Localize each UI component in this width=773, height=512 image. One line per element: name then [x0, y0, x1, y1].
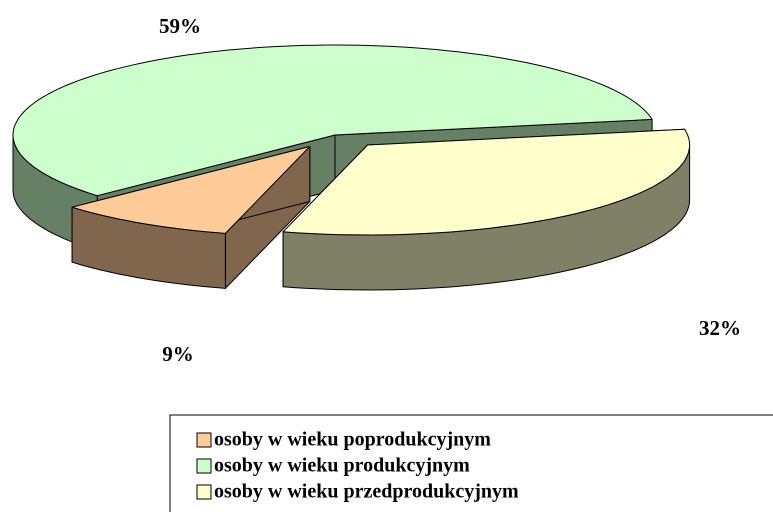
legend-label: osoby w wieku przedprodukcyjnym [214, 481, 519, 503]
slice-top [282, 128, 691, 236]
legend-box [169, 414, 773, 512]
data-label: 32% [699, 316, 741, 340]
legend-swatch [196, 458, 212, 474]
slice [282, 128, 691, 291]
slice-top [71, 146, 311, 234]
legend-label: osoby w wieku produkcyjnym [214, 455, 470, 477]
slice-top [12, 44, 653, 197]
legend-swatch [196, 484, 212, 500]
slice [71, 146, 311, 289]
legend-swatch [196, 432, 212, 448]
data-label: 59% [159, 14, 201, 38]
legend-label: osoby w wieku poprodukcyjnym [214, 429, 491, 451]
data-label: 9% [162, 342, 194, 366]
